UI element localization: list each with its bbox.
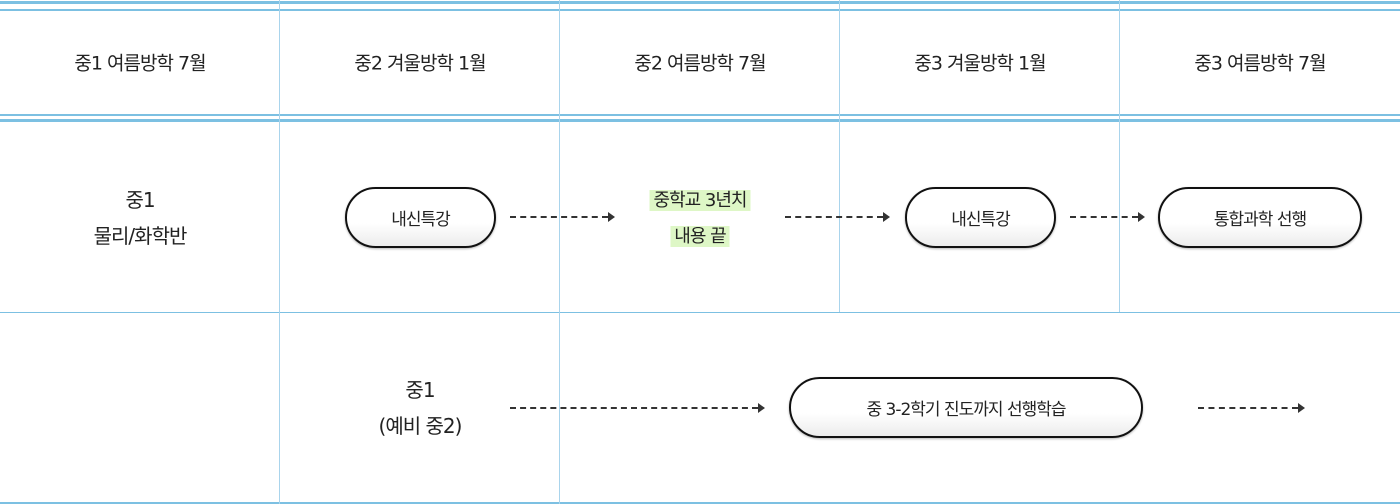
header-cell: 중2 여름방학 7월 xyxy=(634,52,766,75)
step-pill: 내신특강 xyxy=(345,187,496,248)
step-pill: 내신특강 xyxy=(905,187,1056,248)
step-pill: 통합과학 선행 xyxy=(1158,187,1362,248)
row2-label-line: (예비 중2) xyxy=(378,414,463,438)
arrow xyxy=(785,212,890,222)
row1-label-line: 중1 xyxy=(125,188,155,212)
arrow xyxy=(1198,403,1305,413)
step-pill: 중 3-2학기 진도까지 선행학습 xyxy=(789,377,1143,438)
top-border xyxy=(0,1,1400,4)
row2-label: 중1 (예비 중2) xyxy=(378,372,463,444)
top-border-inner xyxy=(0,9,1400,11)
milestone-text: 중학교 3년치 내용 끝 xyxy=(649,183,751,255)
col-line xyxy=(559,0,560,504)
header-cell: 중2 겨울방학 1월 xyxy=(354,52,486,75)
milestone-line: 내용 끝 xyxy=(670,226,730,247)
header-border xyxy=(0,114,1400,116)
arrow xyxy=(510,403,765,413)
col-line xyxy=(1119,0,1120,312)
header-border-inner xyxy=(0,119,1400,122)
arrow xyxy=(510,212,615,222)
bottom-border xyxy=(0,502,1400,504)
header-cell: 중3 여름방학 7월 xyxy=(1194,52,1326,75)
row2-label-line: 중1 xyxy=(405,378,435,402)
row1-label-line: 물리/화학반 xyxy=(93,224,188,248)
row1-label: 중1 물리/화학반 xyxy=(93,182,188,254)
arrow xyxy=(1070,212,1145,222)
col-line xyxy=(839,0,840,312)
row-divider xyxy=(0,312,1400,313)
header-cell: 중1 여름방학 7월 xyxy=(74,52,206,75)
header-cell: 중3 겨울방학 1월 xyxy=(914,52,1046,75)
milestone-line: 중학교 3년치 xyxy=(649,190,751,211)
col-line xyxy=(279,0,280,504)
